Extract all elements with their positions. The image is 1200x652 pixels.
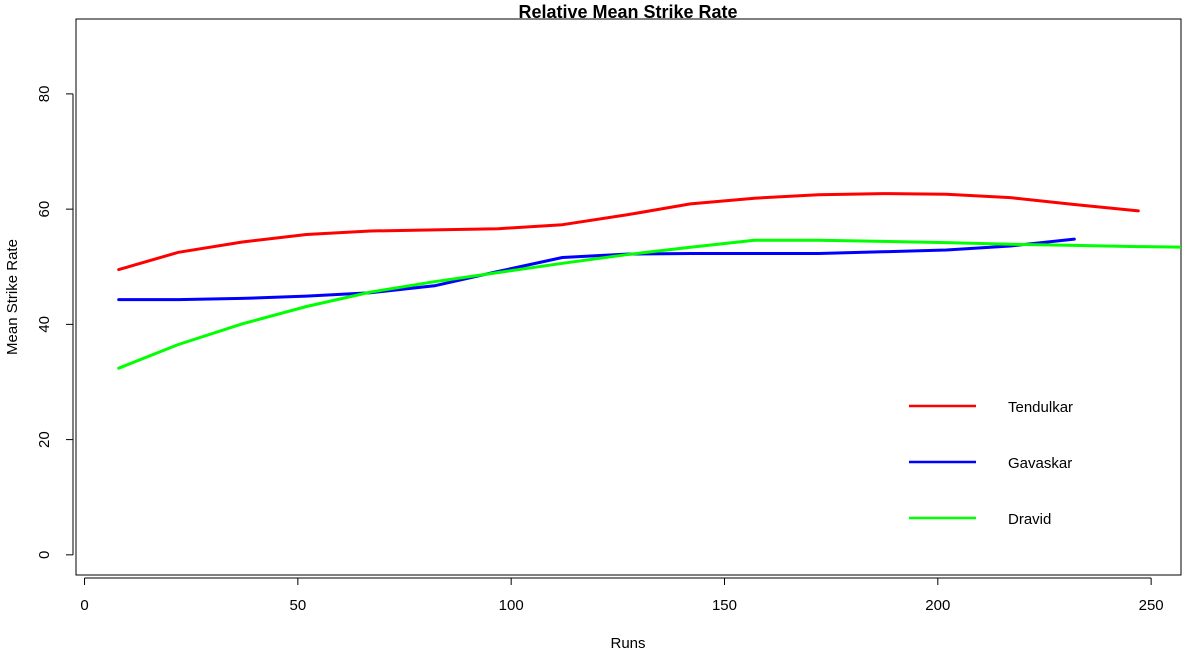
legend-label-gavaskar: Gavaskar <box>1008 455 1072 472</box>
x-axis-label: Runs <box>610 635 645 652</box>
y-tick-label: 0 <box>36 551 53 559</box>
y-axis: 0 20 40 60 80 <box>36 86 74 559</box>
plot-frame <box>75 18 1182 576</box>
y-tick-label: 60 <box>36 201 53 218</box>
x-tick-label: 250 <box>1139 597 1164 614</box>
series-line-tendulkar <box>117 192 1140 272</box>
x-tick-label: 100 <box>499 597 524 614</box>
x-axis: 0 50 100 150 200 250 <box>80 577 1164 614</box>
x-tick-label: 150 <box>712 597 737 614</box>
legend-label-dravid: Dravid <box>1008 511 1051 528</box>
series-layer <box>117 192 1181 370</box>
y-axis-label: Mean Strike Rate <box>4 239 21 355</box>
legend: Tendulkar Gavaskar Dravid <box>909 399 1073 528</box>
y-tick-label: 20 <box>36 431 53 448</box>
x-tick-label: 0 <box>80 597 88 614</box>
series-line-dravid <box>117 238 1181 370</box>
y-tick-label: 80 <box>36 86 53 103</box>
y-tick-label: 40 <box>36 316 53 333</box>
x-tick-label: 200 <box>925 597 950 614</box>
x-tick-label: 50 <box>290 597 307 614</box>
legend-label-tendulkar: Tendulkar <box>1008 399 1073 416</box>
series-line-gavaskar <box>117 237 1076 302</box>
chart-title: Relative Mean Strike Rate <box>518 2 737 22</box>
